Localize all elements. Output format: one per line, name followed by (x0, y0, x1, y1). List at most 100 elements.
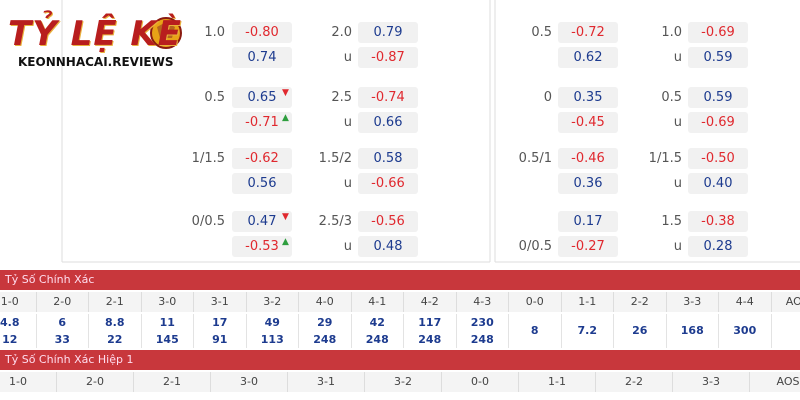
total-line: 0.5 (661, 90, 682, 105)
home-odds: 0.36 (558, 173, 618, 194)
total-line: 1.5 (661, 214, 682, 229)
odds-trend: ▲ (282, 113, 289, 123)
score-odds: 248 (299, 331, 352, 348)
score-odds: 117 (404, 314, 457, 331)
score-header: 3-0 (211, 372, 288, 392)
score-odds: 33 (37, 331, 89, 348)
home-odds: 0.35 (558, 87, 618, 108)
score-odds: 7.2 (562, 314, 614, 348)
score-odds: 42 (352, 314, 404, 331)
score-header: AOS (771, 292, 800, 312)
over-odds: 0.48 (358, 236, 418, 257)
score-odds: 248 (457, 331, 509, 348)
score-header: 0-0 (509, 292, 562, 312)
odds-trend: ▼ (282, 88, 289, 98)
home-odds: -0.62 (232, 148, 292, 169)
score-odds: 11 (142, 314, 194, 331)
over-odds: 0.58 (358, 148, 418, 169)
score-odds: 145 (142, 331, 194, 348)
handicap-line: 1/1.5 (191, 151, 225, 166)
handicap-line: 0/0.5 (518, 239, 552, 254)
home-odds: 0.62 (558, 47, 618, 68)
score-odds: 22 (89, 331, 142, 348)
score-header: 4-4 (719, 292, 772, 312)
total-line: 2.5 (331, 90, 352, 105)
score-header: 2-1 (89, 292, 142, 312)
score-header: 3-0 (141, 292, 194, 312)
total-line: 1.0 (661, 25, 682, 40)
total-line: 2.0 (331, 25, 352, 40)
handicap-line: 0.5/1 (518, 151, 552, 166)
home-odds: -0.72 (558, 22, 618, 43)
score-odds: 17 (194, 314, 247, 331)
over-odds: -0.87 (358, 47, 418, 68)
total-line: u (343, 50, 352, 65)
over-odds: 0.40 (688, 173, 748, 194)
home-odds: -0.53 (232, 236, 292, 257)
score-header: 3-1 (288, 372, 365, 392)
home-odds: -0.80 (232, 22, 292, 43)
score-odds: 8 (509, 314, 562, 348)
score-odds (772, 314, 800, 348)
over-odds: 0.59 (688, 87, 748, 108)
score-header: AOS (750, 372, 800, 392)
score-header: 2-0 (57, 372, 134, 392)
total-line: u (343, 115, 352, 130)
score-header: 3-3 (673, 372, 750, 392)
score-header: 4-2 (404, 292, 457, 312)
score-odds: 6 (37, 314, 89, 331)
home-odds: -0.45 (558, 112, 618, 133)
total-line: 1.5/2 (318, 151, 352, 166)
score-header: 1-0 (0, 372, 57, 392)
over-odds: -0.74 (358, 87, 418, 108)
home-odds: -0.46 (558, 148, 618, 169)
score-header: 3-1 (194, 292, 247, 312)
score-header: 1-1 (561, 292, 614, 312)
handicap-line: 0.5 (531, 25, 552, 40)
total-line: u (673, 50, 682, 65)
score-header: 4-0 (299, 292, 352, 312)
over-odds: 0.59 (688, 47, 748, 68)
score-odds: 248 (352, 331, 404, 348)
odds-trend: ▲ (282, 237, 289, 247)
total-line: 2.5/3 (318, 214, 352, 229)
score-header: 3-3 (666, 292, 719, 312)
score-header: 2-2 (596, 372, 673, 392)
score-header: 1-1 (519, 372, 596, 392)
score-header: 4-1 (351, 292, 404, 312)
logo-site: KEONNHACAI.REVIEWS (18, 55, 174, 69)
handicap-line: 1.0 (204, 25, 225, 40)
over-odds: -0.69 (688, 22, 748, 43)
total-line: u (673, 239, 682, 254)
table-title: Tỷ Số Chính Xác (0, 270, 800, 290)
handicap-line: 0/0.5 (191, 214, 225, 229)
table-title: Tỷ Số Chính Xác Hiệp 1 (0, 350, 800, 370)
score-header: 2-0 (36, 292, 89, 312)
score-odds: 248 (404, 331, 457, 348)
total-line: u (343, 176, 352, 191)
score-odds: 230 (457, 314, 509, 331)
over-odds: -0.66 (358, 173, 418, 194)
total-line: u (673, 176, 682, 191)
score-header: 4-3 (456, 292, 509, 312)
score-header: 3-2 (246, 292, 299, 312)
score-odds: 12 (0, 331, 37, 348)
logo-title: TỶ LỆ KÈ (8, 14, 182, 54)
over-odds: 0.79 (358, 22, 418, 43)
home-odds: -0.27 (558, 236, 618, 257)
score-header: 2-2 (614, 292, 667, 312)
over-odds: -0.69 (688, 112, 748, 133)
score-odds: 91 (194, 331, 247, 348)
total-line: u (343, 239, 352, 254)
panel-frames (61, 0, 800, 263)
total-line: u (673, 115, 682, 130)
score-odds: 4.8 (0, 314, 37, 331)
score-odds: 168 (667, 314, 719, 348)
score-odds: 29 (299, 314, 352, 331)
score-header: 1-0 (0, 292, 37, 312)
over-odds: -0.38 (688, 211, 748, 232)
handicap-line: 0 (543, 90, 552, 105)
home-odds: 0.74 (232, 47, 292, 68)
score-odds: 8.8 (89, 314, 142, 331)
